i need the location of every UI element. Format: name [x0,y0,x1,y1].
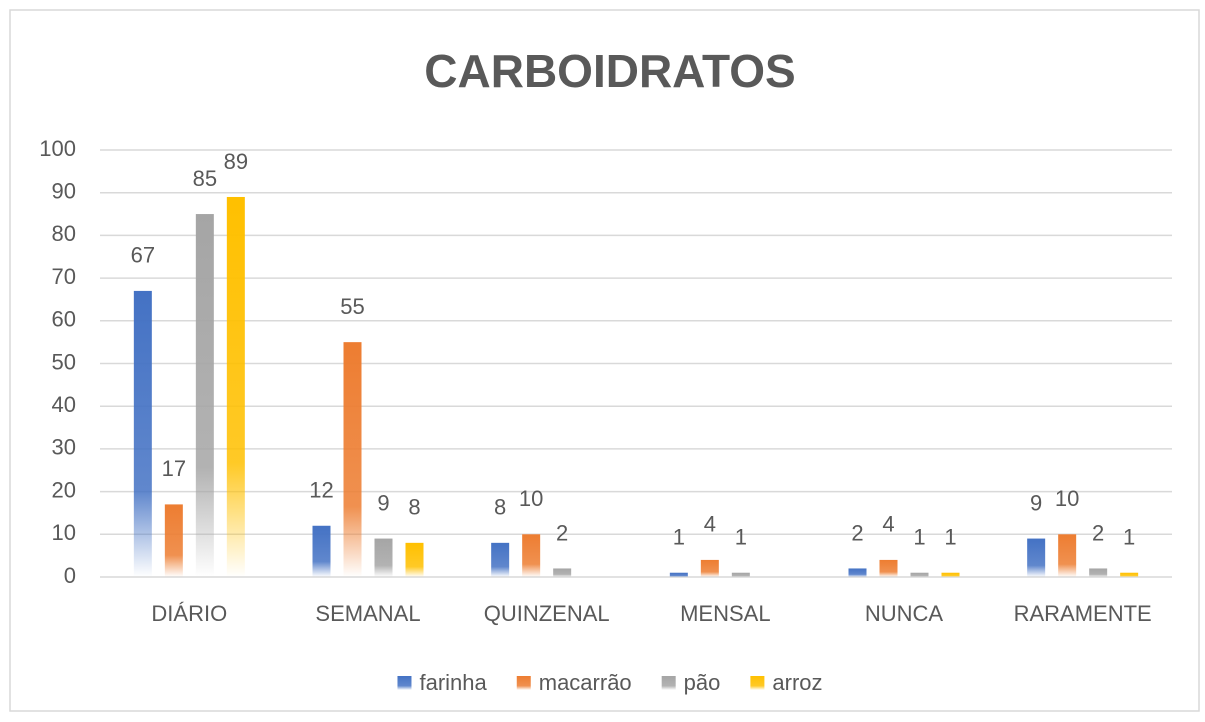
y-tick-label: 30 [52,435,76,460]
bar [1120,572,1139,577]
legend-label: arroz [772,670,822,695]
bar [700,559,719,577]
x-tick-label: QUINZENAL [484,601,610,626]
bar [669,572,688,577]
y-tick-label: 80 [52,221,76,246]
data-label: 89 [224,149,248,174]
data-label: 1 [1123,525,1135,550]
bar [879,559,898,577]
y-tick-label: 10 [52,520,76,545]
legend-label: macarrão [539,670,632,695]
y-tick-label: 60 [52,307,76,332]
data-label: 1 [913,525,925,550]
x-tick-label: SEMANAL [315,601,420,626]
bar [312,525,331,577]
bar [226,196,245,577]
data-label: 12 [309,478,333,503]
legend-swatch [516,676,531,690]
data-label: 67 [131,243,155,268]
y-tick-label: 70 [52,264,76,289]
bar [405,542,424,577]
x-tick-label: DIÁRIO [151,601,227,626]
data-label: 9 [1030,490,1042,515]
data-label: 10 [1055,486,1079,511]
y-tick-label: 90 [52,179,76,204]
bar [910,572,929,577]
x-tick-label: RARAMENTE [1014,601,1152,626]
x-tick-label: MENSAL [680,601,770,626]
y-tick-label: 50 [52,349,76,374]
data-label: 8 [408,495,420,520]
bar [374,538,393,577]
bar [941,572,960,577]
chart-title: CARBOIDRATOS [424,45,795,97]
y-tick-label: 40 [52,392,76,417]
bar [164,504,183,577]
bar [491,542,510,577]
data-label: 8 [494,495,506,520]
bar [1089,568,1108,577]
bar [522,534,541,577]
legend-label: pão [684,670,721,695]
data-label: 9 [377,490,389,515]
data-label: 4 [882,512,894,537]
data-label: 17 [162,456,186,481]
legend-swatch [750,676,765,690]
legend-label: farinha [419,670,487,695]
data-label: 1 [944,525,956,550]
data-label: 4 [704,512,716,537]
data-label: 2 [1092,520,1104,545]
bar [1058,534,1077,577]
data-label: 55 [340,294,364,319]
bar [343,342,362,577]
bar [553,568,572,577]
data-label: 2 [556,520,568,545]
bar [133,290,152,577]
bar [848,568,867,577]
legend-swatch [661,676,676,690]
legend-swatch [397,676,412,690]
data-label: 10 [519,486,543,511]
data-label: 1 [673,525,685,550]
bar [1027,538,1046,577]
bar [195,214,214,578]
y-tick-label: 20 [52,477,76,502]
y-tick-label: 0 [64,563,76,588]
x-tick-label: NUNCA [865,601,944,626]
bar [731,572,750,577]
y-tick-label: 100 [39,136,76,161]
data-label: 2 [851,520,863,545]
data-label: 85 [193,166,217,191]
data-label: 1 [735,525,747,550]
